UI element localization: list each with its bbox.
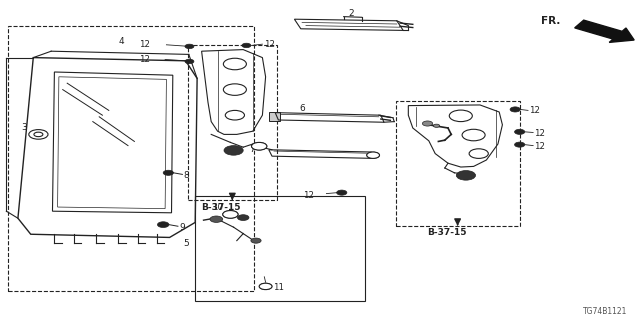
Circle shape	[242, 43, 251, 48]
Circle shape	[462, 129, 485, 141]
Text: 2: 2	[349, 9, 355, 18]
Circle shape	[515, 129, 525, 134]
Bar	[269, 112, 280, 121]
Text: 12: 12	[140, 40, 150, 49]
Text: 11: 11	[273, 284, 284, 292]
Circle shape	[185, 59, 194, 64]
Circle shape	[223, 58, 246, 70]
Bar	[396, 101, 520, 226]
Circle shape	[252, 142, 267, 150]
Circle shape	[224, 146, 243, 155]
Bar	[195, 196, 365, 301]
Circle shape	[259, 283, 272, 290]
Text: B-37-15: B-37-15	[202, 203, 241, 212]
FancyArrow shape	[575, 20, 634, 42]
Text: B-37-15: B-37-15	[428, 228, 467, 237]
Circle shape	[237, 215, 249, 220]
Circle shape	[157, 222, 169, 228]
Circle shape	[456, 171, 476, 180]
Text: 12: 12	[529, 106, 540, 115]
Circle shape	[185, 44, 194, 49]
Text: TG74B1121: TG74B1121	[583, 308, 627, 316]
Circle shape	[469, 149, 488, 158]
Circle shape	[510, 107, 520, 112]
Text: 7: 7	[250, 145, 255, 154]
Circle shape	[367, 152, 380, 158]
Circle shape	[252, 142, 267, 150]
Text: 12: 12	[534, 142, 545, 151]
Circle shape	[223, 211, 238, 218]
Text: 9: 9	[179, 223, 185, 232]
Text: 12: 12	[303, 191, 314, 200]
Bar	[8, 26, 254, 291]
Text: 1: 1	[467, 132, 473, 141]
Text: 5: 5	[184, 239, 189, 248]
Circle shape	[29, 130, 48, 139]
Circle shape	[34, 132, 43, 137]
Text: 10: 10	[212, 204, 223, 212]
Circle shape	[223, 211, 238, 218]
Text: 4: 4	[118, 37, 124, 46]
Circle shape	[515, 142, 525, 147]
Text: 12: 12	[264, 40, 275, 49]
Circle shape	[337, 190, 347, 195]
Circle shape	[433, 124, 440, 127]
Circle shape	[223, 84, 246, 95]
Circle shape	[210, 216, 223, 222]
Text: FR.: FR.	[541, 16, 560, 26]
Circle shape	[259, 283, 272, 290]
Text: 12: 12	[534, 129, 545, 138]
Circle shape	[251, 238, 261, 243]
Circle shape	[449, 110, 472, 122]
Text: 6: 6	[300, 104, 305, 113]
Text: 8: 8	[184, 171, 189, 180]
Text: 3: 3	[22, 124, 28, 132]
Circle shape	[367, 152, 380, 158]
Circle shape	[422, 121, 433, 126]
Text: 12: 12	[140, 55, 150, 64]
Circle shape	[163, 170, 173, 175]
Circle shape	[225, 110, 244, 120]
Bar	[188, 45, 277, 200]
